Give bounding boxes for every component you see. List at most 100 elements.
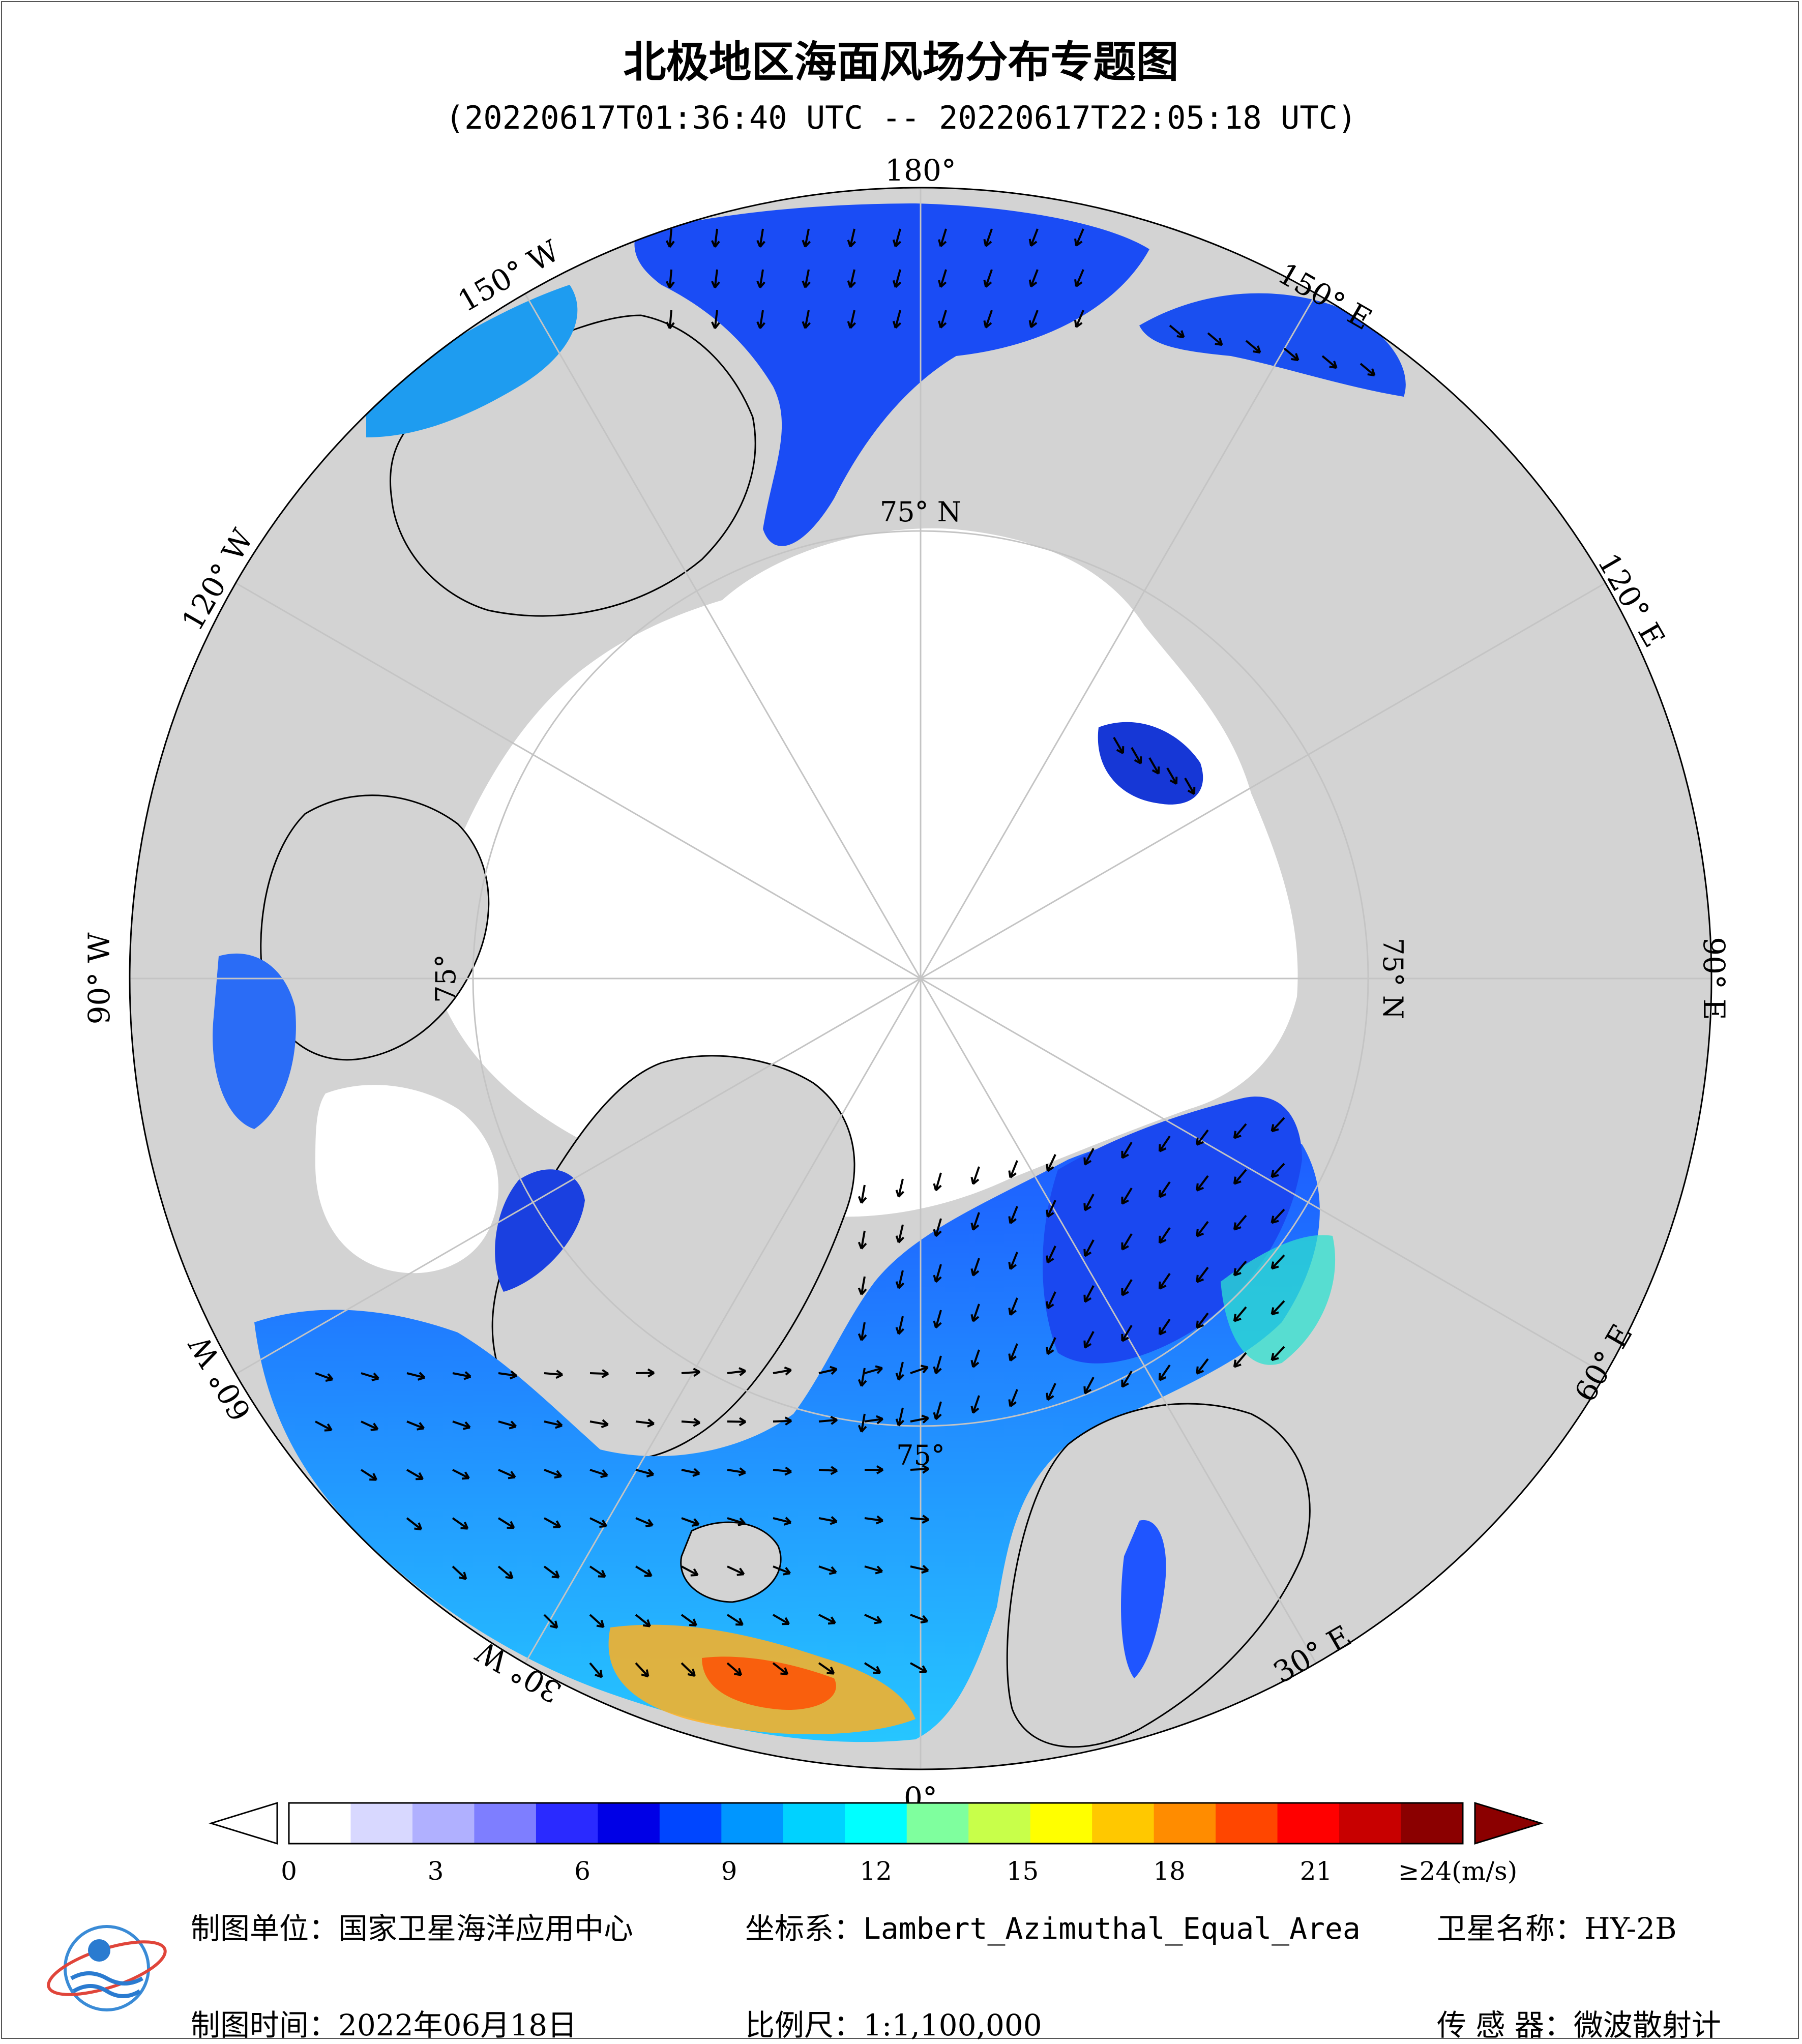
colorbar-tick-label: 12 <box>860 1856 892 1886</box>
wind-arrow <box>1121 1187 1133 1205</box>
wind-arrow <box>983 228 993 247</box>
wind-arrow <box>1271 1208 1285 1224</box>
wind-arrow <box>681 1662 696 1677</box>
wind-arrow <box>1158 1227 1171 1244</box>
wind-arrow <box>635 1565 653 1577</box>
wind-arrow <box>938 310 947 329</box>
wind-arrow <box>1121 1370 1133 1388</box>
colorbar <box>208 1801 1544 1845</box>
colorbar-cell <box>1216 1803 1278 1844</box>
lat-label-right: 75° N <box>1377 938 1409 1019</box>
wind-arrow <box>1083 1285 1095 1303</box>
wind-arrow <box>497 1565 514 1580</box>
colorbar-cell <box>721 1803 784 1844</box>
wind-arrow <box>1028 269 1039 288</box>
barents-fringe <box>1221 1235 1336 1365</box>
wind-arrow <box>818 1415 838 1425</box>
map-boundary <box>129 187 1712 1770</box>
wind-arrow <box>818 1366 838 1375</box>
wind-arrow <box>1008 1343 1018 1361</box>
wind-arrow <box>910 1564 929 1574</box>
wind-arrow <box>681 1614 697 1627</box>
labrador-wind-field <box>495 1169 585 1292</box>
wind-arrow <box>933 1401 942 1420</box>
bering-chukchi-wind-field <box>634 203 1149 546</box>
wind-arrow <box>681 1468 700 1477</box>
wind-arrow <box>933 1310 942 1329</box>
wind-arrow <box>933 1172 942 1192</box>
wind-arrow <box>983 269 993 288</box>
wind-arrow <box>406 1420 425 1431</box>
wind-arrow <box>983 310 993 329</box>
wind-arrow <box>711 228 720 248</box>
coordinate-system-value: Lambert_Azimuthal_Equal_Area <box>863 1911 1361 1946</box>
wind-arrow <box>818 1614 836 1625</box>
wind-arrow <box>864 1614 882 1624</box>
lat-label-bottom: 75° <box>896 1439 945 1471</box>
wind-arrow <box>1074 228 1084 247</box>
wind-arrow <box>970 1258 980 1277</box>
wind-arrow <box>406 1372 426 1381</box>
wind-arrow <box>727 1467 746 1476</box>
wind-arrow <box>847 269 856 288</box>
colorbar-cell <box>1401 1803 1463 1844</box>
lat-label-top: 75° N <box>880 496 961 528</box>
wind-arrow <box>635 1662 649 1678</box>
wind-arrow <box>1184 778 1196 795</box>
barents-kara-wind-field <box>1043 1097 1302 1364</box>
wind-arrow <box>756 269 765 288</box>
coordinate-system: 坐标系：Lambert_Azimuthal_Equal_Area <box>745 1905 1361 1947</box>
mapping-unit: 制图单位：国家卫星海洋应用中心 <box>191 1911 634 1946</box>
wind-arrow <box>895 1407 905 1427</box>
wind-arrow <box>1321 355 1338 369</box>
wind-arrow <box>970 1304 980 1322</box>
wind-arrow <box>497 1517 515 1529</box>
wind-arrow <box>933 1264 942 1283</box>
colorbar-cell <box>598 1803 660 1844</box>
wind-arrow <box>892 269 902 288</box>
wind-arrows <box>315 228 1376 1678</box>
wind-arrow <box>864 1515 883 1525</box>
wind-arrow <box>1121 1233 1133 1251</box>
wind-arrow <box>635 1468 655 1478</box>
wind-arrow <box>1046 1246 1056 1264</box>
wind-arrow <box>727 1517 746 1526</box>
wind-arrow <box>910 1662 928 1673</box>
wind-arrow <box>452 1517 469 1530</box>
wind-arrow <box>1283 347 1299 362</box>
wind-arrow <box>858 1413 867 1433</box>
wind-arrow <box>665 228 675 248</box>
wind-arrow <box>681 1517 700 1527</box>
colorbar-cell <box>1030 1803 1093 1844</box>
wind-arrow <box>933 1218 942 1237</box>
okhotsk-wind-field <box>1139 293 1406 397</box>
coordinate-system-label: 坐标系： <box>745 1911 864 1946</box>
wind-arrow <box>1207 332 1223 346</box>
wind-arrow <box>1121 1141 1133 1159</box>
wind-arrow <box>773 1366 792 1376</box>
wind-arrow <box>711 310 720 329</box>
wind-arrow <box>1083 1239 1095 1257</box>
colorbar-outline <box>288 1802 1464 1845</box>
wind-arrow <box>818 1662 835 1675</box>
wind-arrow <box>858 1184 867 1204</box>
wind-arrow <box>970 1166 980 1185</box>
wind-arrow <box>1233 1306 1247 1322</box>
satellite-name: 卫星名称：HY-2B <box>1437 1911 1677 1946</box>
map-title: 北极地区海面风场分布专题图 <box>623 37 1179 87</box>
wind-arrow <box>858 1322 867 1341</box>
time-range-subtitle: (20220617T01:36:40 UTC -- 20220617T22:05… <box>445 99 1357 136</box>
wind-arrow <box>938 269 947 288</box>
wind-arrow <box>802 310 811 329</box>
gulf-of-alaska-wind-field <box>366 285 578 437</box>
wind-arrow <box>1196 1129 1209 1146</box>
wind-arrow <box>892 310 902 329</box>
colorbar-cell <box>659 1803 722 1844</box>
colorbar-tick-label: 3 <box>427 1856 444 1886</box>
wind-arrow <box>1083 1331 1095 1349</box>
wind-arrow <box>938 228 947 247</box>
wind-arrow <box>773 1565 791 1576</box>
wind-arrow <box>1083 1377 1095 1395</box>
colorbar-tick-label: 0 <box>281 1856 297 1886</box>
